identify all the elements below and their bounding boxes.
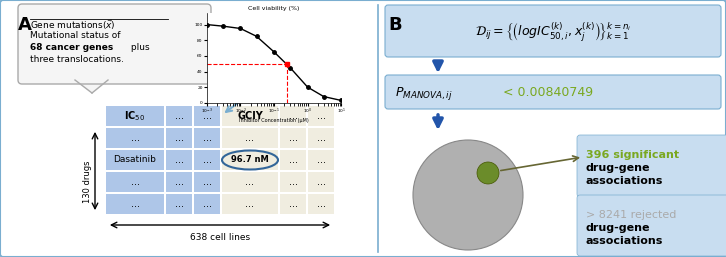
Text: Dasatinib: Dasatinib bbox=[113, 155, 156, 164]
Text: $P_{MANOVA,ij}$: $P_{MANOVA,ij}$ bbox=[395, 85, 453, 102]
FancyBboxPatch shape bbox=[166, 172, 192, 192]
Text: > 8241 rejected: > 8241 rejected bbox=[586, 210, 677, 220]
Text: ...: ... bbox=[245, 177, 255, 187]
FancyBboxPatch shape bbox=[194, 150, 220, 170]
Title: Cell viability (%): Cell viability (%) bbox=[248, 6, 300, 11]
FancyBboxPatch shape bbox=[106, 106, 164, 126]
Text: ...: ... bbox=[174, 199, 184, 209]
FancyBboxPatch shape bbox=[194, 194, 220, 214]
FancyBboxPatch shape bbox=[280, 128, 306, 148]
FancyBboxPatch shape bbox=[194, 128, 220, 148]
Text: ...: ... bbox=[317, 111, 325, 121]
FancyBboxPatch shape bbox=[308, 172, 334, 192]
Text: ...: ... bbox=[317, 177, 325, 187]
FancyBboxPatch shape bbox=[166, 128, 192, 148]
Text: drug-gene: drug-gene bbox=[586, 223, 650, 233]
FancyBboxPatch shape bbox=[280, 150, 306, 170]
FancyBboxPatch shape bbox=[222, 150, 278, 170]
FancyBboxPatch shape bbox=[308, 106, 334, 126]
FancyBboxPatch shape bbox=[222, 172, 278, 192]
FancyBboxPatch shape bbox=[385, 75, 721, 109]
FancyBboxPatch shape bbox=[577, 195, 726, 256]
Text: ...: ... bbox=[317, 199, 325, 209]
Text: IC$_{50}$: IC$_{50}$ bbox=[124, 109, 145, 123]
Text: ...: ... bbox=[203, 199, 211, 209]
Text: ...: ... bbox=[131, 133, 139, 143]
Text: associations: associations bbox=[586, 236, 664, 246]
Text: 638 cell lines: 638 cell lines bbox=[190, 233, 250, 242]
FancyBboxPatch shape bbox=[222, 128, 278, 148]
FancyBboxPatch shape bbox=[18, 4, 211, 84]
Text: $\mathcal{D}_{ij} = \left\{\!\left(logIC_{50,i}^{(k)}, x_j^{(k)}\right)\!\right\: $\mathcal{D}_{ij} = \left\{\!\left(logIC… bbox=[475, 21, 631, 43]
Circle shape bbox=[477, 162, 499, 184]
Text: ...: ... bbox=[131, 177, 139, 187]
FancyBboxPatch shape bbox=[166, 194, 192, 214]
Text: ...: ... bbox=[174, 133, 184, 143]
Text: 396 significant: 396 significant bbox=[586, 150, 679, 160]
Text: 96.7 nM: 96.7 nM bbox=[231, 155, 269, 164]
Text: Gene mutations($\vec{x}$): Gene mutations($\vec{x}$) bbox=[30, 19, 115, 32]
Text: ...: ... bbox=[317, 133, 325, 143]
Text: 130 drugs: 130 drugs bbox=[83, 161, 91, 203]
FancyBboxPatch shape bbox=[308, 150, 334, 170]
FancyBboxPatch shape bbox=[106, 128, 164, 148]
Text: GCIY: GCIY bbox=[237, 111, 263, 121]
Text: 68 cancer genes: 68 cancer genes bbox=[30, 43, 113, 52]
FancyBboxPatch shape bbox=[194, 172, 220, 192]
FancyBboxPatch shape bbox=[280, 172, 306, 192]
Text: ...: ... bbox=[288, 177, 298, 187]
Text: ...: ... bbox=[203, 111, 211, 121]
FancyBboxPatch shape bbox=[280, 106, 306, 126]
Text: associations: associations bbox=[586, 176, 664, 186]
Text: ...: ... bbox=[288, 199, 298, 209]
Text: drug-gene: drug-gene bbox=[586, 163, 650, 173]
Text: three translocations.: three translocations. bbox=[30, 55, 124, 64]
X-axis label: Inhibitor Concentration (μM): Inhibitor Concentration (μM) bbox=[239, 118, 309, 123]
FancyBboxPatch shape bbox=[106, 194, 164, 214]
Text: ...: ... bbox=[131, 199, 139, 209]
FancyBboxPatch shape bbox=[106, 150, 164, 170]
Text: B: B bbox=[388, 16, 401, 34]
FancyBboxPatch shape bbox=[308, 194, 334, 214]
FancyBboxPatch shape bbox=[222, 194, 278, 214]
FancyBboxPatch shape bbox=[308, 128, 334, 148]
Text: ...: ... bbox=[245, 133, 255, 143]
Text: ...: ... bbox=[174, 111, 184, 121]
Text: ...: ... bbox=[245, 199, 255, 209]
Text: A: A bbox=[18, 16, 32, 34]
Text: ...: ... bbox=[174, 155, 184, 165]
FancyBboxPatch shape bbox=[166, 106, 192, 126]
Text: < 0.00840749: < 0.00840749 bbox=[503, 87, 593, 99]
Ellipse shape bbox=[222, 151, 278, 170]
FancyBboxPatch shape bbox=[106, 172, 164, 192]
Text: ...: ... bbox=[288, 133, 298, 143]
Polygon shape bbox=[75, 80, 108, 93]
Text: ...: ... bbox=[203, 133, 211, 143]
Circle shape bbox=[413, 140, 523, 250]
Text: ...: ... bbox=[203, 155, 211, 165]
Text: ...: ... bbox=[203, 177, 211, 187]
FancyBboxPatch shape bbox=[385, 5, 721, 57]
Text: ...: ... bbox=[288, 111, 298, 121]
FancyBboxPatch shape bbox=[166, 150, 192, 170]
Text: ...: ... bbox=[288, 155, 298, 165]
Text: ...: ... bbox=[174, 177, 184, 187]
FancyBboxPatch shape bbox=[222, 106, 278, 126]
FancyBboxPatch shape bbox=[194, 106, 220, 126]
Text: Mutational status of: Mutational status of bbox=[30, 31, 121, 40]
Text: ...: ... bbox=[317, 155, 325, 165]
Text: plus: plus bbox=[128, 43, 150, 52]
FancyBboxPatch shape bbox=[280, 194, 306, 214]
FancyBboxPatch shape bbox=[577, 135, 726, 197]
